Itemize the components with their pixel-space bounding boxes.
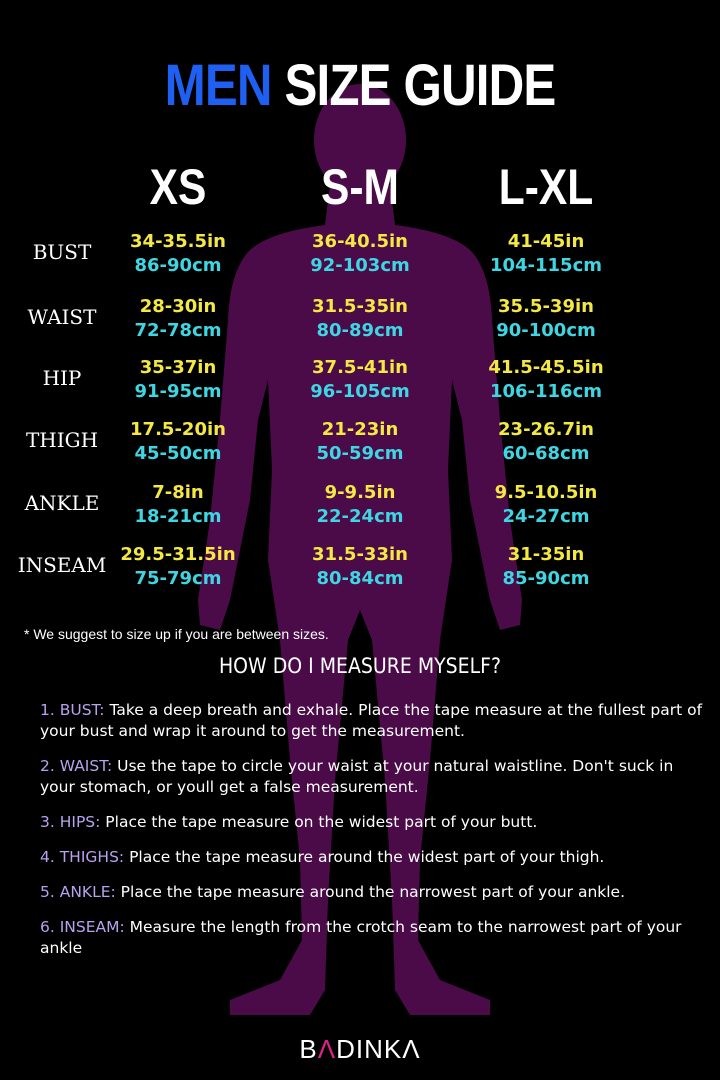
inches-value: 28-30in: [139, 296, 217, 317]
cm-value: 106-116cm: [489, 381, 603, 402]
size-cell: 34-35.5in 86-90cm: [78, 230, 278, 278]
brand-logo: BΛDINKΛ: [299, 1034, 421, 1064]
cm-value: 50-59cm: [316, 443, 404, 464]
row-label-inseam: INSEAM: [17, 553, 107, 577]
step-item: 2. WAIST: Use the tape to circle your wa…: [40, 756, 710, 798]
title-accent: MEN: [164, 53, 273, 118]
size-cell: 28-30in 72-78cm: [78, 295, 278, 343]
size-cell: 23-26.7in 60-68cm: [446, 418, 646, 466]
cm-value: 72-78cm: [134, 320, 222, 341]
size-header-xs: XS: [149, 159, 207, 215]
inches-value: 36-40.5in: [312, 231, 408, 252]
row-label-ankle: ANKLE: [24, 491, 100, 515]
inches-value: 37.5-41in: [312, 357, 408, 378]
cm-value: 22-24cm: [316, 506, 404, 527]
inches-value: 21-23in: [321, 419, 399, 440]
inches-value: 35.5-39in: [498, 296, 594, 317]
step-text: Place the tape measure around the widest…: [124, 848, 605, 866]
inches-value: 29.5-31.5in: [120, 544, 236, 565]
size-header-sm: S-M: [321, 159, 399, 215]
step-key: 6. INSEAM:: [40, 918, 125, 936]
size-cell: 37.5-41in 96-105cm: [260, 356, 460, 404]
step-text: Measure the length from the crotch seam …: [40, 918, 682, 957]
inches-value: 17.5-20in: [130, 419, 226, 440]
cm-value: 24-27cm: [502, 506, 590, 527]
cm-value: 45-50cm: [134, 443, 222, 464]
cm-value: 85-90cm: [502, 568, 590, 589]
cm-value: 18-21cm: [134, 506, 222, 527]
row-label-hip: HIP: [42, 366, 82, 390]
row-label-thigh: THIGH: [25, 428, 99, 452]
inches-value: 34-35.5in: [130, 231, 226, 252]
step-item: 4. THIGHS: Place the tape measure around…: [40, 847, 710, 868]
inches-value: 7-8in: [152, 482, 204, 503]
cm-value: 86-90cm: [134, 255, 222, 276]
size-note: * We suggest to size up if you are betwe…: [24, 626, 329, 642]
step-key: 4. THIGHS:: [40, 848, 125, 866]
size-cell: 41.5-45.5in 106-116cm: [446, 356, 646, 404]
size-cell: 35.5-39in 90-100cm: [446, 295, 646, 343]
cm-value: 92-103cm: [310, 255, 410, 276]
cm-value: 80-89cm: [316, 320, 404, 341]
step-text: Place the tape measure around the narrow…: [115, 883, 626, 901]
size-cell: 36-40.5in 92-103cm: [260, 230, 460, 278]
step-key: 1. BUST:: [40, 701, 105, 719]
size-cell: 17.5-20in 45-50cm: [78, 418, 278, 466]
step-key: 5. ANKLE:: [40, 883, 116, 901]
size-cell: 7-8in 18-21cm: [78, 481, 278, 529]
cm-value: 80-84cm: [316, 568, 404, 589]
size-cell: 41-45in 104-115cm: [446, 230, 646, 278]
step-item: 3. HIPS: Place the tape measure on the w…: [40, 812, 710, 833]
cm-value: 60-68cm: [502, 443, 590, 464]
cm-value: 91-95cm: [134, 381, 222, 402]
step-text: Place the tape measure on the widest par…: [100, 813, 538, 831]
step-item: 5. ANKLE: Place the tape measure around …: [40, 882, 710, 903]
inches-value: 35-37in: [139, 357, 217, 378]
step-text: Take a deep breath and exhale. Place the…: [40, 701, 703, 740]
size-cell: 31.5-35in 80-89cm: [260, 295, 460, 343]
inches-value: 41.5-45.5in: [488, 357, 604, 378]
inches-value: 9.5-10.5in: [494, 482, 598, 503]
cm-value: 90-100cm: [496, 320, 596, 341]
cm-value: 75-79cm: [134, 568, 222, 589]
cm-value: 96-105cm: [310, 381, 410, 402]
inches-value: 9-9.5in: [324, 482, 396, 503]
row-label-bust: BUST: [32, 240, 92, 264]
inches-value: 31.5-33in: [312, 544, 408, 565]
size-cell: 9-9.5in 22-24cm: [260, 481, 460, 529]
row-label-waist: WAIST: [27, 305, 97, 329]
inches-value: 23-26.7in: [498, 419, 594, 440]
size-cell: 9.5-10.5in 24-27cm: [446, 481, 646, 529]
page-title: MEN SIZE GUIDE: [54, 52, 666, 119]
measure-steps: 1. BUST: Take a deep breath and exhale. …: [40, 700, 710, 973]
step-item: 1. BUST: Take a deep breath and exhale. …: [40, 700, 710, 742]
step-key: 2. WAIST:: [40, 757, 113, 775]
size-cell: 31-35in 85-90cm: [446, 543, 646, 591]
inches-value: 31-35in: [507, 544, 585, 565]
size-cell: 35-37in 91-95cm: [78, 356, 278, 404]
step-key: 3. HIPS:: [40, 813, 101, 831]
title-rest: SIZE GUIDE: [284, 53, 556, 118]
cm-value: 104-115cm: [489, 255, 603, 276]
step-item: 6. INSEAM: Measure the length from the c…: [40, 917, 710, 959]
size-cell: 31.5-33in 80-84cm: [260, 543, 460, 591]
step-text: Use the tape to circle your waist at you…: [40, 757, 674, 796]
size-cell: 29.5-31.5in 75-79cm: [78, 543, 278, 591]
inches-value: 41-45in: [507, 231, 585, 252]
size-cell: 21-23in 50-59cm: [260, 418, 460, 466]
howto-heading: HOW DO I MEASURE MYSELF?: [218, 654, 502, 678]
size-header-lxl: L-XL: [498, 159, 594, 215]
inches-value: 31.5-35in: [312, 296, 408, 317]
